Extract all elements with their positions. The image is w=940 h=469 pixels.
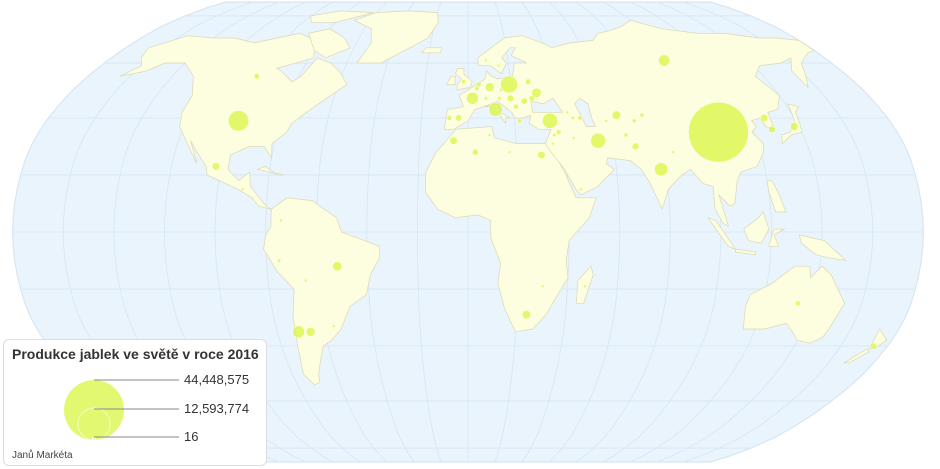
landmass-eurasia (443, 19, 815, 228)
credit: Janů Markéta (12, 450, 73, 461)
bubble-norway[interactable] (484, 58, 488, 63)
bubble-yemen[interactable] (578, 187, 583, 191)
landmass-borneo (743, 211, 770, 244)
landmass-africa (425, 126, 597, 333)
bubble-armenia[interactable] (570, 115, 575, 120)
landmass-greenland (353, 10, 439, 64)
bubble-spain[interactable] (455, 114, 463, 122)
bubble-greece[interactable] (517, 118, 523, 124)
bubble-iran[interactable] (590, 132, 606, 149)
bubble-argentina[interactable] (305, 327, 316, 337)
legend-label-mid: 12,593,774 (184, 401, 250, 416)
bubble-austria[interactable] (497, 96, 502, 101)
caspian-sea (574, 97, 597, 127)
bubble-hungary[interactable] (506, 94, 515, 102)
bubble-madagascar[interactable] (583, 284, 587, 288)
bubble-zimbabwe[interactable] (540, 284, 545, 288)
bubble-ukraine[interactable] (531, 87, 542, 98)
bubble-france[interactable] (466, 92, 479, 105)
bubble-belgium[interactable] (474, 86, 480, 92)
bubble-india[interactable] (654, 162, 669, 177)
bubble-germany[interactable] (485, 82, 495, 92)
bubble-uruguay[interactable] (331, 324, 336, 328)
bubble-poland[interactable] (500, 75, 518, 94)
landmass-java (735, 248, 756, 256)
bubble-guatemala[interactable] (240, 187, 245, 191)
landmass-new-guinea (798, 234, 847, 262)
legend: Produkce jablek ve světě v roce 2016 44,… (3, 339, 267, 466)
landmass-new-zealand-south (843, 348, 870, 364)
bubble-mexico[interactable] (211, 162, 220, 171)
bubble-tajikistan[interactable] (632, 118, 637, 124)
bubble-uzbekistan[interactable] (611, 110, 621, 120)
bubble-czechia[interactable] (498, 87, 503, 92)
bubble-morocco[interactable] (449, 136, 458, 145)
bubble-moldova[interactable] (528, 95, 535, 102)
bubble-lebanon[interactable] (552, 133, 557, 138)
landmass-iceland (420, 47, 442, 54)
bubble-egypt[interactable] (537, 150, 546, 160)
landmass-cuba (256, 166, 285, 176)
bubble-italy[interactable] (488, 102, 503, 117)
bubble-serbia[interactable] (513, 103, 519, 110)
bubble-japan[interactable] (790, 122, 799, 131)
bubble-united-kingdom[interactable] (461, 79, 467, 85)
bubble-south-africa[interactable] (521, 310, 531, 320)
landmass-south-america (263, 197, 381, 386)
bubble-canada[interactable] (253, 73, 260, 80)
bubble-chile[interactable] (292, 325, 305, 339)
bubble-netherlands[interactable] (476, 81, 482, 88)
landmass-ellesmere-island (310, 10, 374, 23)
bubble-sweden[interactable] (496, 63, 501, 68)
bubble-usa[interactable] (227, 110, 249, 132)
bubble-nepal[interactable] (671, 150, 675, 154)
bubble-turkey[interactable] (542, 112, 558, 129)
bubble-syria[interactable] (555, 129, 562, 135)
bubble-azerbaijan[interactable] (577, 115, 583, 121)
bubble-south-korea[interactable] (768, 125, 776, 134)
legend-label-min: 16 (184, 429, 199, 444)
bubble-libya[interactable] (507, 150, 512, 154)
bubble-pakistan[interactable] (631, 142, 640, 151)
legend-bubble-max (64, 380, 124, 440)
bubble-north-korea[interactable] (760, 113, 769, 122)
legend-bubbles (64, 379, 179, 441)
bubble-israel[interactable] (550, 141, 555, 146)
bubble-switzerland[interactable] (483, 96, 488, 101)
bubble-peru[interactable] (277, 258, 282, 263)
bubble-brazil[interactable] (332, 261, 343, 272)
bubble-algeria[interactable] (472, 148, 479, 156)
landmass-ireland (445, 75, 456, 85)
bubble-kyrgyzstan[interactable] (639, 112, 645, 118)
bubble-tunisia[interactable] (487, 133, 492, 137)
landmass-japan (781, 103, 803, 145)
bubble-colombia[interactable] (279, 218, 283, 223)
bubble-romania[interactable] (520, 97, 528, 105)
landmass-australia (742, 265, 845, 344)
bubble-turkmenistan[interactable] (604, 119, 608, 123)
landmass-philippines (766, 180, 787, 213)
bubble-china[interactable] (688, 101, 749, 163)
bubble-iraq[interactable] (571, 136, 576, 140)
bubble-russia[interactable] (658, 54, 671, 67)
legend-label-max: 44,448,575 (184, 372, 250, 387)
bubble-portugal[interactable] (446, 115, 453, 121)
bubble-georgia[interactable] (565, 110, 569, 115)
bubble-bolivia[interactable] (303, 278, 308, 283)
bubble-new-zealand[interactable] (870, 342, 878, 350)
landmass-great-britain (454, 68, 473, 91)
bubble-australia[interactable] (795, 300, 801, 307)
landmass-baffin-island (308, 28, 351, 59)
landmass-sulawesi (768, 228, 786, 247)
legend-title: Produkce jablek ve světě v roce 2016 (12, 346, 259, 362)
bubble-belarus[interactable] (524, 78, 532, 85)
bubble-afghanistan[interactable] (623, 132, 629, 138)
